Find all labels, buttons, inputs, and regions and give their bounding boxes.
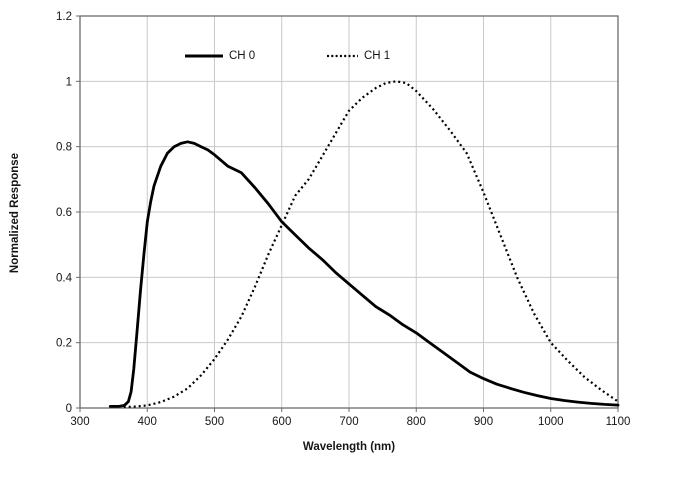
legend-item-ch1: CH 1 — [327, 50, 390, 62]
y-tick-label: 0 — [66, 403, 72, 415]
x-tick-label: 400 — [138, 416, 157, 428]
x-tick-label: 700 — [339, 416, 358, 428]
x-tick-label: 1000 — [538, 416, 564, 428]
x-tick-label: 800 — [407, 416, 426, 428]
y-tick-label: 0.2 — [56, 338, 72, 350]
y-tick-label: 0.4 — [56, 272, 73, 284]
y-tick-label: 1.2 — [56, 11, 72, 23]
y-tick-label: 0.8 — [56, 142, 72, 154]
curve-ch1 — [123, 80, 619, 409]
ch1-dotted-line-swatch — [327, 54, 358, 58]
plot-border — [79, 15, 619, 409]
x-tick-label: 500 — [205, 416, 224, 428]
legend-label-ch0: CH 0 — [229, 50, 256, 62]
x-tick-label: 600 — [272, 416, 291, 428]
x-tick-label: 900 — [474, 416, 493, 428]
y-tick-label: 0.6 — [56, 207, 72, 219]
x-axis-label: Wavelength (nm) — [302, 441, 396, 453]
legend-item-ch0: CH 0 — [185, 50, 255, 62]
gridlines — [80, 16, 618, 408]
legend-label-ch1: CH 1 — [364, 50, 391, 62]
ch0-solid-line-swatch — [185, 54, 223, 58]
x-axis-tick-labels: 300 400 500 600 700 800 900 1000 1100 — [70, 416, 630, 428]
y-tick-label: 1 — [66, 76, 72, 88]
x-tick-label: 1100 — [606, 416, 631, 428]
y-axis-tick-labels: 0 0.2 0.4 0.6 0.8 1 1.2 — [56, 11, 73, 415]
y-axis-label: Normalized Response — [9, 152, 21, 274]
tick-marks — [76, 15, 619, 412]
curve-ch0 — [108, 140, 620, 408]
x-tick-label: 300 — [70, 416, 89, 428]
